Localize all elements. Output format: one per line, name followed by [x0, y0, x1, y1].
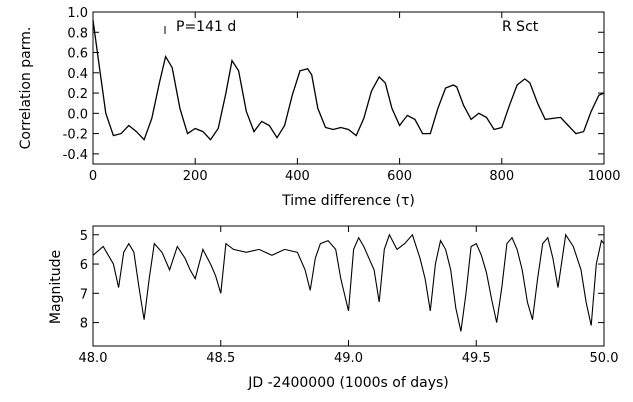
star-name-label: R Sct	[502, 19, 539, 35]
correlation-x-tick-label: 600	[387, 169, 412, 184]
lightcurve-x-tick-label: 48.0	[79, 351, 108, 366]
correlation-y-tick-label: 0.4	[67, 67, 88, 82]
lightcurve-y-tick-label: 8	[80, 317, 88, 332]
correlation-x-tick-label: 400	[285, 169, 310, 184]
correlation-panel: 0 200 400 600 800 1000 -0.4 -0.2 0.0 0.2 0.4 0.6 0.…	[18, 6, 621, 209]
lightcurve-panel: 48.0 48.5 49.0 49.5 50.0 5 6 7 8 JD -2400000 (1…	[48, 225, 619, 391]
lightcurve-x-tick-label: 50.0	[590, 351, 619, 366]
lightcurve-plot-frame	[92, 225, 605, 347]
lightcurve-x-axis-label: JD -2400000 (1000s of days)	[247, 375, 449, 391]
lightcurve-y-ticks: 5 6 7 8	[80, 229, 604, 332]
correlation-x-tick-label: 200	[183, 169, 208, 184]
correlation-plot-frame	[92, 11, 605, 165]
lightcurve-y-tick-label: 7	[80, 287, 88, 302]
correlation-y-tick-label: 0.6	[67, 47, 88, 62]
lightcurve-y-axis-label: Magnitude	[48, 250, 64, 324]
lightcurve-y-tick-label: 6	[80, 258, 88, 273]
correlation-y-tick-label: -0.4	[63, 148, 88, 163]
lightcurve-x-tick-label: 49.0	[334, 351, 363, 366]
correlation-y-tick-label: 0.8	[67, 26, 88, 41]
correlation-x-tick-label: 0	[89, 169, 97, 184]
correlation-y-tick-label: 0.0	[67, 107, 88, 122]
correlation-y-axis-label: Correlation parm.	[18, 27, 34, 150]
period-annotation: P=141 d	[176, 19, 236, 35]
correlation-x-ticks: 0 200 400 600 800 1000	[89, 12, 621, 184]
lightcurve-x-tick-label: 48.5	[206, 351, 235, 366]
correlation-y-tick-label: 0.2	[67, 87, 88, 102]
correlation-x-axis-label: Time difference (τ)	[281, 193, 415, 209]
correlation-x-tick-label: 1000	[587, 169, 620, 184]
correlation-y-ticks: -0.4 -0.2 0.0 0.2 0.4 0.6 0.8 1.0	[63, 6, 604, 163]
correlation-y-tick-label: -0.2	[63, 128, 88, 143]
lightcurve-x-tick-label: 49.5	[462, 351, 491, 366]
correlation-series-line	[92, 20, 605, 141]
lightcurve-x-ticks: 48.0 48.5 49.0 49.5 50.0	[79, 226, 619, 366]
lightcurve-y-tick-label: 5	[80, 229, 88, 244]
correlation-y-tick-label: 1.0	[67, 6, 88, 21]
correlation-x-tick-label: 800	[489, 169, 514, 184]
lightcurve-series-line	[92, 233, 605, 332]
